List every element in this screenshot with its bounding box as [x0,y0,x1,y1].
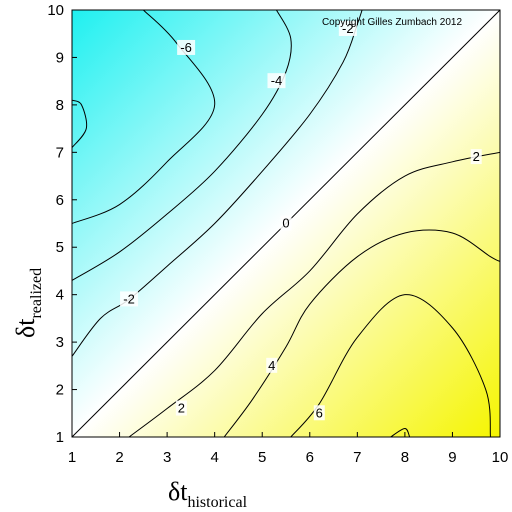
contour-label-text: -6 [180,40,192,55]
x-tick-label: 3 [163,449,171,466]
contour-label-4: 0 [280,215,292,231]
contour-label-text: 6 [316,405,323,420]
contour-label-background [470,149,482,165]
y-tick-label: 6 [56,192,64,209]
contour-line-level-neg2-3 [72,10,363,357]
contour-labels: -6 -4 -2 -2 0 2 2 4 6 [120,20,482,421]
contour-label-background [120,291,139,307]
y-tick-label: 2 [56,382,64,399]
contour-label-text: 0 [282,216,289,231]
y-tick-label: 4 [56,287,64,304]
contour-label-1: -4 [267,73,286,89]
contour-label-background [313,405,325,421]
contour-label-background [267,73,286,89]
y-axis: 1 2 3 4 5 6 7 8 9 10 [47,2,77,446]
contour-line-level-2-5 [128,151,500,437]
contour-line-level-8-8 [390,427,411,437]
x-axis-label-subscript: historical [187,494,247,511]
x-tick-label: 2 [115,449,123,466]
y-tick-label: 7 [56,144,64,161]
contour-label-6: 2 [175,400,187,416]
x-tick-label: 6 [306,449,314,466]
contour-label-5: 2 [470,149,482,165]
x-tick-label: 7 [353,449,361,466]
x-tick-label: 8 [401,449,409,466]
copyright-annotation: Copyright Gilles Zumbach 2012 [322,17,463,28]
contour-label-text: 2 [473,149,480,164]
contour-line-level-neg6-0 [72,99,88,148]
y-tick-label: 10 [47,2,64,19]
contour-label-background [266,357,278,373]
contour-label-text: 2 [178,401,185,416]
x-axis-label: δthistorical [168,477,248,511]
y-axis-label: δtrealized [11,268,45,338]
contour-label-8: 6 [313,405,325,421]
x-tick-label: 5 [258,449,266,466]
contour-label-2: -2 [338,20,357,36]
contour-label-7: 4 [266,357,278,373]
y-tick-label: 1 [56,429,64,446]
y-tick-label: 5 [56,239,64,256]
y-axis-label-subscript: realized [28,268,45,319]
y-axis-label-symbol: δt [11,318,40,338]
y-tick-label: 8 [56,97,64,114]
contour-line-level-6-7 [290,294,491,437]
contour-label-0: -6 [177,39,196,55]
contour-line-level-neg4-1 [72,10,216,224]
contour-label-text: -4 [271,73,283,88]
contour-label-background [177,39,196,55]
contour-lines [72,10,500,437]
x-tick-label: 1 [68,449,76,466]
contour-label-background [280,215,292,231]
contour-label-text: 4 [268,358,275,373]
x-axis: 1 2 3 4 5 6 7 8 9 10 [68,432,509,466]
y-tick-label: 9 [56,49,64,66]
x-tick-label: 4 [210,449,218,466]
x-tick-label: 10 [492,449,509,466]
contour-label-3: -2 [120,291,139,307]
x-axis-label-symbol: δt [168,477,188,506]
x-tick-label: 9 [448,449,456,466]
y-tick-label: 3 [56,334,64,351]
contour-line-level-4-6 [223,229,500,437]
contour-label-background [338,20,357,36]
contour-label-text: -2 [342,21,354,36]
plot-frame [71,9,501,438]
contour-label-text: -2 [123,291,135,306]
contour-label-background [175,400,187,416]
contour-line-level-neg2-2 [72,10,292,281]
